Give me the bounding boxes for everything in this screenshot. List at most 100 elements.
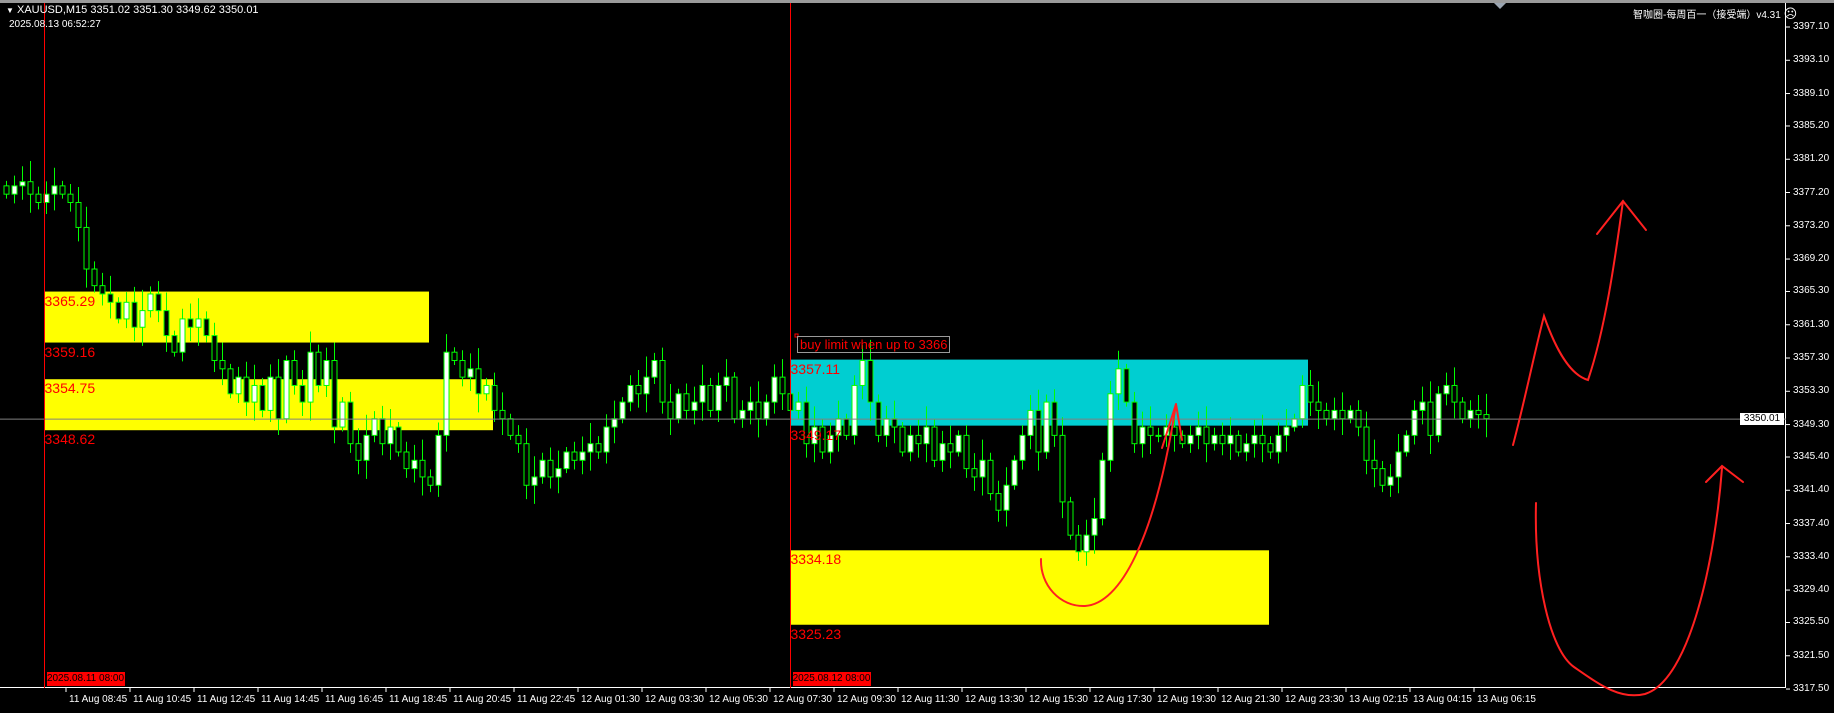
candle: [1147, 406, 1154, 454]
candle-body-bear: [683, 393, 690, 411]
candle-body-bull: [323, 360, 330, 386]
drawn-path-up: [1512, 200, 1624, 446]
candle: [1043, 394, 1050, 459]
candle: [931, 419, 938, 468]
period-separator-label: 2025.08.12 08:00: [792, 672, 871, 686]
candle: [363, 414, 370, 479]
candle: [907, 425, 914, 462]
candle-body-bear: [803, 401, 810, 445]
candle: [763, 394, 770, 426]
candle-body-bull: [467, 368, 474, 378]
candle-body-bull: [1435, 393, 1442, 436]
candle: [771, 364, 778, 414]
candle-body-bear: [819, 426, 826, 453]
candle: [99, 272, 106, 306]
candle-body-bull: [939, 443, 946, 461]
candle: [203, 311, 210, 343]
candle: [707, 377, 714, 418]
candle: [1451, 367, 1458, 419]
candle: [483, 377, 490, 401]
candle-body-bear: [91, 268, 98, 287]
candle: [1387, 464, 1394, 497]
time-axis-label: 12 Aug 15:30: [1029, 694, 1088, 705]
drawn-arrowhead-bounce: [1161, 403, 1183, 449]
annotation-anchor: [794, 333, 799, 338]
zone-bottom-label: 3359.16: [44, 343, 96, 360]
zone-yellow-4: [790, 550, 1269, 625]
time-axis-label: 12 Aug 01:30: [581, 694, 640, 705]
candle: [211, 322, 218, 373]
candle: [643, 356, 650, 413]
candle-body-bull: [1195, 426, 1202, 436]
price-axis-label: 3353.30: [1793, 385, 1830, 397]
candle-body-bull: [699, 384, 706, 403]
candle: [1075, 524, 1082, 561]
dropdown-triangle-icon[interactable]: ▼: [6, 6, 14, 15]
drawn-path-drop: [1534, 467, 1723, 697]
zone-bottom-label: 3348.62: [44, 431, 96, 448]
candle-body-bull: [1291, 418, 1298, 428]
symbol-info[interactable]: ▼ XAUUSD,M15 3351.02 3351.30 3349.62 335…: [6, 4, 259, 16]
zone-bottom-label: 3325.23: [790, 625, 842, 642]
candle: [1475, 394, 1482, 429]
annotation-buy-limit[interactable]: buy limit when up to 3366: [797, 336, 951, 353]
candle: [227, 363, 234, 399]
candle-body-bear: [379, 418, 386, 445]
candle-body-bear: [635, 384, 642, 395]
candle: [1259, 414, 1266, 463]
candle: [803, 386, 810, 458]
candle-body-bull: [851, 384, 858, 436]
candle: [515, 425, 522, 453]
candle-body-bull: [531, 476, 538, 486]
candle: [1219, 422, 1226, 456]
drawn-arrowhead-up: [1596, 199, 1647, 235]
candle: [563, 447, 570, 474]
candle-body-bear: [1147, 426, 1154, 436]
candle: [403, 441, 410, 478]
candle-body-bear: [1059, 434, 1066, 503]
candle: [1035, 389, 1042, 471]
price-axis-label: 3389.10: [1793, 87, 1830, 99]
candle-body-bull: [235, 376, 242, 395]
time-axis-label: 11 Aug 20:45: [453, 694, 512, 705]
candle-body-bull: [859, 360, 866, 386]
candle-body-bear: [299, 384, 306, 403]
indicator-name: 智咖圈-每周百一（接受端）v4.31: [1633, 10, 1781, 21]
candle-body-bear: [259, 384, 266, 411]
candle: [91, 261, 98, 293]
window-top-border: [0, 0, 1834, 3]
candle-body-bull: [1275, 434, 1282, 453]
candle: [1315, 381, 1322, 430]
candle-body-bear: [491, 384, 498, 411]
candle: [1419, 386, 1426, 425]
candle: [755, 381, 762, 438]
candle-body-bear: [187, 318, 194, 328]
candle: [979, 439, 986, 496]
price-axis-label: 3361.30: [1793, 318, 1830, 330]
candle-body-bear: [915, 434, 922, 445]
price-axis-label: 3341.40: [1793, 484, 1830, 496]
candle-body-bull: [483, 384, 490, 395]
candle: [555, 450, 562, 494]
candle: [939, 430, 946, 472]
price-axis-label: 3329.40: [1793, 584, 1830, 596]
candle-body-bull: [1411, 409, 1418, 436]
candle-body-bear: [1035, 409, 1042, 453]
candle: [195, 298, 202, 346]
candle: [259, 377, 266, 418]
candle: [579, 436, 586, 475]
candle-body-bear: [595, 443, 602, 453]
candle-body-bear: [419, 459, 426, 478]
candle-body-bull: [587, 443, 594, 453]
candle-body-bear: [403, 451, 410, 470]
candle-body-bull: [139, 310, 146, 328]
chart-plot-area[interactable]: [0, 3, 1786, 688]
candle-body-bear: [667, 401, 674, 420]
candle-body-bull: [387, 426, 394, 445]
time-axis-label: 12 Aug 21:30: [1221, 694, 1280, 705]
candle: [995, 480, 1002, 522]
candle-body-bull: [811, 426, 818, 445]
candle: [651, 352, 658, 384]
candle-body-bear: [515, 434, 522, 445]
